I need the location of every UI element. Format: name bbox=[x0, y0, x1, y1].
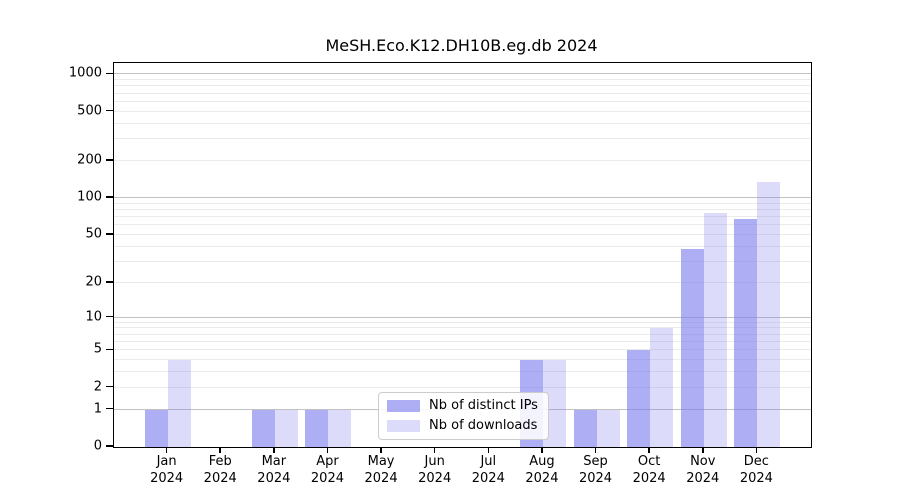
x-tick-label-oct: Oct 2024 bbox=[632, 454, 666, 486]
gridline-9 bbox=[114, 321, 811, 323]
x-tick-label-nov: Nov 2024 bbox=[686, 454, 720, 486]
y-tick-label-50: 50 bbox=[85, 226, 102, 242]
y-tick-label-1000: 1000 bbox=[68, 65, 102, 81]
x-tick-label-feb: Feb 2024 bbox=[203, 454, 237, 486]
y-tick-mark-1000 bbox=[106, 72, 113, 75]
x-tick-label-aug: Aug 2024 bbox=[525, 454, 559, 486]
y-tick-mark-200 bbox=[106, 159, 113, 161]
y-tick-label-0: 0 bbox=[93, 438, 102, 454]
x-tick-mark-feb bbox=[219, 447, 221, 453]
chart-title: MeSH.Eco.K12.DH10B.eg.db 2024 bbox=[325, 36, 598, 55]
legend-item-distinct-ips: Nb of distinct IPs bbox=[387, 398, 538, 413]
y-tick-label-5: 5 bbox=[93, 341, 102, 357]
x-tick-mark-nov bbox=[702, 447, 704, 453]
gridline-900 bbox=[114, 79, 811, 81]
gridline-7 bbox=[114, 333, 811, 335]
gridline-800 bbox=[114, 85, 811, 87]
y-tick-label-2: 2 bbox=[93, 379, 102, 395]
x-tick-mark-dec bbox=[755, 447, 758, 453]
bar-distinct-ips-oct-2024 bbox=[627, 350, 651, 447]
gridline-40 bbox=[114, 245, 811, 247]
gridline-8 bbox=[114, 327, 811, 329]
gridline-70 bbox=[114, 216, 811, 218]
y-tick-label-1: 1 bbox=[93, 401, 102, 417]
gridline-700 bbox=[114, 92, 811, 94]
bar-downloads-apr-2024 bbox=[328, 409, 352, 447]
y-tick-mark-100 bbox=[106, 196, 113, 198]
y-tick-mark-10 bbox=[106, 315, 113, 318]
bar-downloads-nov-2024 bbox=[703, 212, 727, 447]
gridline-500 bbox=[114, 110, 811, 112]
y-tick-label-200: 200 bbox=[77, 152, 102, 168]
bar-distinct-ips-nov-2024 bbox=[680, 249, 704, 447]
x-tick-mark-sep bbox=[594, 447, 597, 453]
bar-downloads-mar-2024 bbox=[274, 409, 298, 447]
x-tick-mark-mar bbox=[273, 447, 275, 453]
gridline-200 bbox=[114, 159, 811, 161]
x-tick-label-mar: Mar 2024 bbox=[257, 454, 291, 486]
x-tick-label-may: May 2024 bbox=[364, 454, 398, 486]
bar-distinct-ips-mar-2024 bbox=[251, 409, 275, 447]
gridline-20 bbox=[114, 281, 811, 283]
bar-downloads-dec-2024 bbox=[757, 182, 781, 447]
y-tick-mark-0 bbox=[106, 445, 113, 447]
gridline-400 bbox=[114, 122, 811, 124]
x-tick-label-jul: Jul 2024 bbox=[471, 454, 505, 486]
x-tick-mark-aug bbox=[541, 447, 543, 453]
gridline-80 bbox=[114, 208, 811, 210]
x-tick-label-apr: Apr 2024 bbox=[310, 454, 344, 486]
gridline-3 bbox=[114, 371, 811, 373]
gridline-30 bbox=[114, 260, 811, 262]
y-tick-mark-20 bbox=[106, 281, 113, 283]
y-tick-label-500: 500 bbox=[77, 103, 102, 119]
bar-distinct-ips-apr-2024 bbox=[305, 409, 329, 447]
gridline-5 bbox=[114, 349, 811, 351]
legend-label-distinct-ips: Nb of distinct IPs bbox=[429, 398, 538, 413]
bar-downloads-jan-2024 bbox=[167, 360, 191, 447]
gridline-10 bbox=[114, 316, 811, 318]
x-tick-mark-jul bbox=[487, 447, 490, 453]
gridline-6 bbox=[114, 341, 811, 343]
x-tick-label-jan: Jan 2024 bbox=[150, 454, 184, 486]
x-tick-mark-may bbox=[380, 447, 382, 453]
y-tick-mark-500 bbox=[106, 109, 113, 112]
legend-swatch-downloads-icon bbox=[387, 419, 420, 432]
gridline-100 bbox=[114, 197, 811, 199]
y-tick-mark-5 bbox=[106, 348, 113, 351]
gridline-4 bbox=[114, 359, 811, 361]
y-tick-mark-1 bbox=[106, 407, 113, 410]
bar-downloads-sep-2024 bbox=[596, 409, 620, 447]
x-tick-label-dec: Dec 2024 bbox=[739, 454, 773, 486]
x-tick-mark-jan bbox=[165, 447, 168, 453]
bar-distinct-ips-jan-2024 bbox=[144, 409, 168, 447]
x-tick-mark-jun bbox=[433, 447, 436, 453]
x-tick-mark-apr bbox=[326, 447, 329, 453]
gridline-1000 bbox=[114, 73, 811, 75]
legend-swatch-distinct-ips-icon bbox=[387, 399, 420, 412]
bar-distinct-ips-sep-2024 bbox=[573, 409, 597, 447]
gridline-90 bbox=[114, 202, 811, 204]
gridline-600 bbox=[114, 100, 811, 102]
x-tick-mark-oct bbox=[648, 447, 650, 453]
gridline-2 bbox=[114, 386, 811, 388]
bar-distinct-ips-dec-2024 bbox=[734, 219, 758, 447]
y-tick-label-10: 10 bbox=[85, 309, 102, 325]
legend: Nb of distinct IPs Nb of downloads bbox=[378, 392, 549, 440]
x-tick-label-sep: Sep 2024 bbox=[578, 454, 613, 486]
gridline-50 bbox=[114, 233, 811, 235]
bar-downloads-oct-2024 bbox=[650, 328, 674, 447]
x-tick-label-jun: Jun 2024 bbox=[418, 454, 452, 486]
y-tick-label-100: 100 bbox=[77, 189, 102, 205]
plot-area bbox=[113, 62, 812, 448]
y-tick-label-20: 20 bbox=[85, 274, 102, 290]
legend-item-downloads: Nb of downloads bbox=[387, 418, 538, 433]
gridline-60 bbox=[114, 224, 811, 226]
gridline-300 bbox=[114, 138, 811, 140]
y-tick-mark-2 bbox=[106, 385, 113, 388]
legend-label-downloads: Nb of downloads bbox=[429, 418, 538, 433]
y-tick-mark-50 bbox=[106, 233, 113, 235]
